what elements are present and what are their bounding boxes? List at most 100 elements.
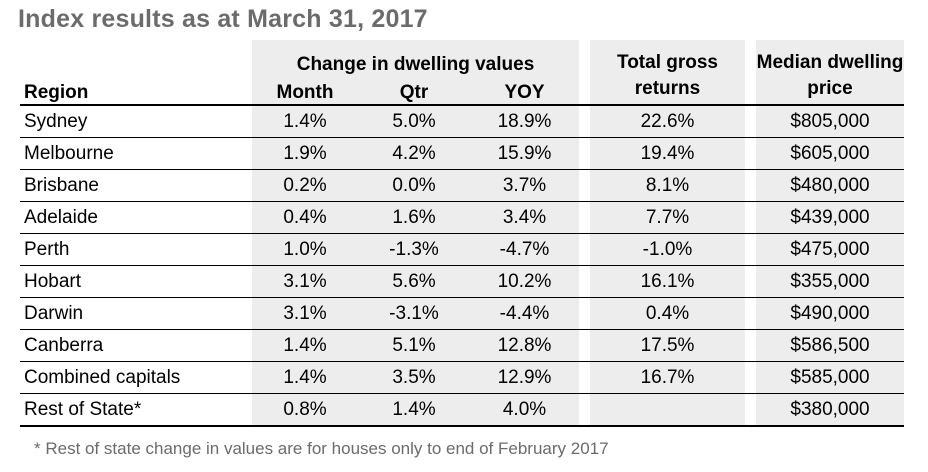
table-row: Brisbane 0.2% 0.0% 3.7% 8.1% $480,000 [20,169,904,202]
gap-cell [745,297,756,330]
table-row: Darwin 3.1% -3.1% -4.4% 0.4% $490,000 [20,297,904,330]
page-title: Index results as at March 31, 2017 [18,5,428,33]
gap-cell [745,137,756,170]
gap-cell [745,265,756,298]
qtr-cell: 5.6% [358,265,470,298]
gap-cell [579,361,590,394]
median-price-cell: $805,000 [756,105,904,138]
total-gross-returns-cell: 16.7% [590,361,745,394]
gap-cell [745,233,756,266]
gap-cell [745,201,756,234]
total-gross-returns-cell: 17.5% [590,329,745,362]
median-price-cell: $480,000 [756,169,904,202]
median-price-cell: $586,500 [756,329,904,362]
region-cell: Melbourne [20,137,252,170]
month-cell: 1.4% [252,329,358,362]
qtr-cell: 1.6% [358,201,470,234]
month-cell: 0.2% [252,169,358,202]
total-gross-returns-cell: -1.0% [590,233,745,266]
region-cell: Brisbane [20,169,252,202]
month-cell: 1.4% [252,361,358,394]
header-gap [745,40,756,78]
gap-cell [579,137,590,170]
region-cell: Adelaide [20,201,252,234]
median-price-cell: $605,000 [756,137,904,170]
month-cell: 0.8% [252,393,358,427]
table-row: Hobart 3.1% 5.6% 10.2% 16.1% $355,000 [20,265,904,298]
yoy-cell: 3.7% [470,169,579,202]
yoy-cell: -4.7% [470,233,579,266]
yoy-cell: 15.9% [470,137,579,170]
gap-cell [745,361,756,394]
median-price-cell: $439,000 [756,201,904,234]
total-gross-returns-header: Total gross returns [590,40,745,106]
total-gross-returns-cell: 16.1% [590,265,745,298]
month-cell: 3.1% [252,265,358,298]
yoy-cell: 3.4% [470,201,579,234]
gap-cell [579,329,590,362]
yoy-cell: 10.2% [470,265,579,298]
median-price-cell: $475,000 [756,233,904,266]
total-gross-returns-cell: 22.6% [590,105,745,138]
table-row: Perth 1.0% -1.3% -4.7% -1.0% $475,000 [20,233,904,266]
region-header: Region [20,78,252,106]
region-cell: Combined capitals [20,361,252,394]
median-price-cell: $380,000 [756,393,904,427]
qtr-cell: -1.3% [358,233,470,266]
median-price-cell: $585,000 [756,361,904,394]
gap-cell [579,393,590,427]
index-results-table: Change in dwelling values Total gross re… [20,40,904,427]
total-gross-returns-cell: 19.4% [590,137,745,170]
gap-cell [579,169,590,202]
footnote: * Rest of state change in values are for… [34,439,609,458]
header-gap [579,78,590,106]
table-row: Combined capitals 1.4% 3.5% 12.9% 16.7% $585,… [20,361,904,394]
gap-cell [745,169,756,202]
yoy-cell: 4.0% [470,393,579,427]
gap-cell [579,265,590,298]
gap-cell [745,329,756,362]
month-cell: 1.0% [252,233,358,266]
qtr-cell: 4.2% [358,137,470,170]
gap-cell [579,201,590,234]
month-cell: 3.1% [252,297,358,330]
region-cell: Darwin [20,297,252,330]
tgr-header-text: Total gross returns [617,52,718,99]
region-cell: Canberra [20,329,252,362]
region-cell: Sydney [20,105,252,138]
qtr-cell: 5.0% [358,105,470,138]
total-gross-returns-cell: 8.1% [590,169,745,202]
header-gap [745,78,756,106]
qtr-cell: 0.0% [358,169,470,202]
qtr-cell: -3.1% [358,297,470,330]
gap-cell [579,105,590,138]
header-gap [579,40,590,78]
median-price-cell: $355,000 [756,265,904,298]
change-in-values-header: Change in dwelling values [252,40,579,78]
region-cell: Perth [20,233,252,266]
total-gross-returns-cell [590,393,745,427]
yoy-cell: 12.9% [470,361,579,394]
yoy-cell: -4.4% [470,297,579,330]
qtr-cell: 5.1% [358,329,470,362]
month-header: Month [252,78,358,106]
table-row: Sydney 1.4% 5.0% 18.9% 22.6% $805,000 [20,105,904,138]
gap-cell [579,297,590,330]
header-spacer [20,40,252,78]
table-row: Melbourne 1.9% 4.2% 15.9% 19.4% $605,000 [20,137,904,170]
region-cell: Rest of State* [20,393,252,427]
yoy-cell: 18.9% [470,105,579,138]
qtr-header: Qtr [358,78,470,106]
table-row: Canberra 1.4% 5.1% 12.8% 17.5% $586,500 [20,329,904,362]
qtr-cell: 1.4% [358,393,470,427]
region-cell: Hobart [20,265,252,298]
total-gross-returns-cell: 7.7% [590,201,745,234]
median-price-header: Median dwelling price [756,40,904,106]
month-cell: 1.4% [252,105,358,138]
gap-cell [745,105,756,138]
table-row: Adelaide 0.4% 1.6% 3.4% 7.7% $439,000 [20,201,904,234]
mdp-header-text: Median dwelling price [756,52,904,99]
yoy-cell: 12.8% [470,329,579,362]
table-row: Rest of State* 0.8% 1.4% 4.0% $380,000 [20,393,904,427]
gap-cell [579,233,590,266]
